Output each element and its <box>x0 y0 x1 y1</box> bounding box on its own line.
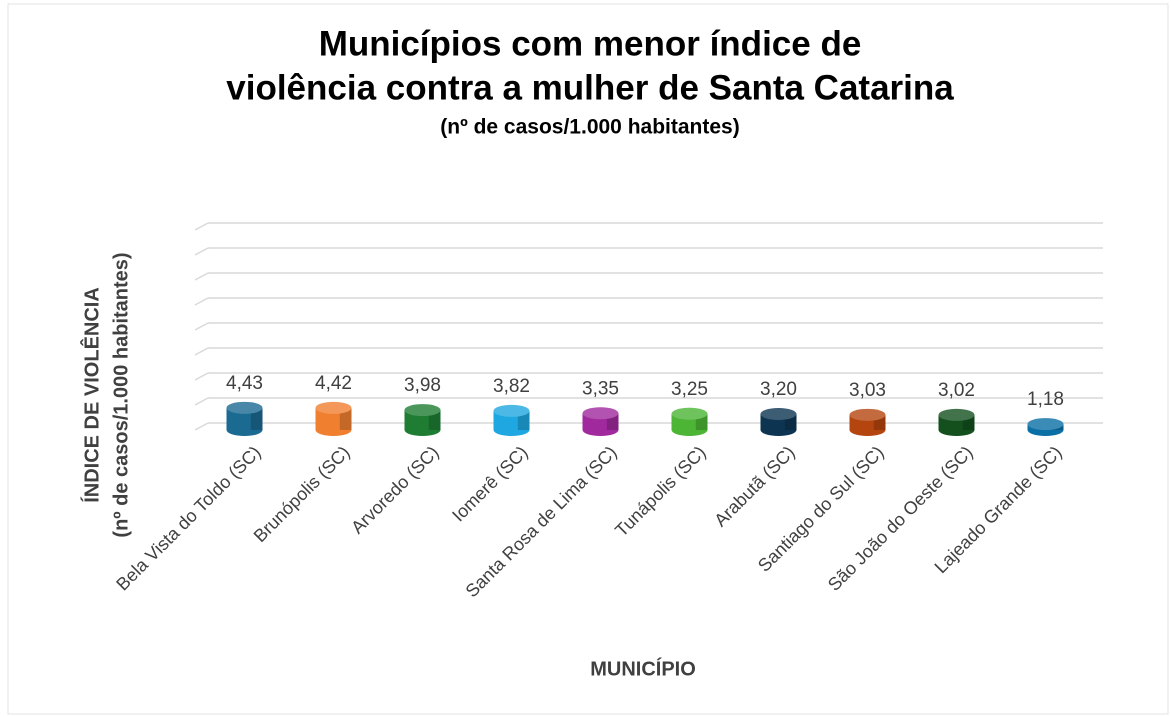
bar-top-light <box>582 407 619 420</box>
data-label: 4,42 <box>315 373 352 394</box>
bar-top-light <box>671 407 708 420</box>
x-tick-label: Brunópolis (SC) <box>250 442 354 546</box>
x-axis-title: MUNICÍPIO <box>590 657 696 680</box>
bar-top <box>760 408 797 420</box>
bar-top <box>671 407 708 420</box>
y-axis-title: (nº de casos/1.000 habitantes) <box>110 252 132 537</box>
bar-shade <box>339 407 352 430</box>
grid-line-depth <box>194 247 209 256</box>
grid-line-depth <box>194 297 209 306</box>
bar-shade <box>428 410 441 430</box>
bar-top-light <box>760 408 797 420</box>
bar-shade <box>517 410 530 430</box>
bar-top <box>404 404 441 417</box>
bar-top-light <box>493 404 530 417</box>
chart-subtitle: (nº de casos/1.000 habitantes) <box>440 116 739 139</box>
x-tick-label: Tunápolis (SC) <box>611 442 710 541</box>
bar-top-light <box>315 401 352 414</box>
grid-line-depth <box>194 372 209 381</box>
x-tick-label: Iomerê (SC) <box>448 442 531 525</box>
bar-top-light <box>404 404 441 417</box>
data-label: 1,18 <box>1027 389 1064 410</box>
bar <box>315 407 352 430</box>
bar-top <box>315 401 352 414</box>
grid-line-depth <box>194 422 209 431</box>
bar-top <box>226 401 263 414</box>
x-tick-label: Bela Vista do Toldo (SC) <box>112 442 264 594</box>
data-label: 3,35 <box>582 378 619 399</box>
data-label: 3,02 <box>938 380 975 401</box>
bar-top-light <box>1027 418 1064 431</box>
bar-shade <box>250 407 263 430</box>
bar-top-light <box>849 408 886 421</box>
bar-top-light <box>226 401 263 414</box>
bar-shade <box>873 414 886 430</box>
chart-border <box>7 3 1169 715</box>
bar-top <box>938 408 975 421</box>
grid-line-depth <box>194 347 209 356</box>
chart-title: Municípios com menor índice de <box>319 24 862 63</box>
bar-top <box>849 408 886 421</box>
grid-line-depth <box>194 397 209 406</box>
data-label: 4,43 <box>226 373 263 394</box>
data-label: 3,20 <box>760 379 797 400</box>
grid-line-depth <box>194 222 209 231</box>
x-tick-label: Santa Rosa de Lima (SC) <box>462 442 621 601</box>
grid-line-depth <box>194 322 209 331</box>
data-label: 3,82 <box>493 376 530 397</box>
bar-top <box>582 407 619 420</box>
x-tick-label: Arabutã (SC) <box>710 442 798 530</box>
bar-shade <box>606 413 619 430</box>
x-tick-label: São João do Oeste (SC) <box>824 442 977 595</box>
bar-shade <box>962 414 975 430</box>
bar-shade <box>784 414 797 430</box>
bar-top <box>1027 418 1064 431</box>
bar-top-light <box>938 408 975 421</box>
grid-line-depth <box>194 272 209 281</box>
data-label: 3,98 <box>404 375 441 396</box>
chart-title: violência contra a mulher de Santa Catar… <box>226 68 954 107</box>
bar <box>226 407 263 430</box>
bar-top <box>493 404 530 417</box>
data-label: 3,25 <box>671 379 708 400</box>
x-tick-label: Arvoredo (SC) <box>347 442 442 537</box>
data-label: 3,03 <box>849 380 886 401</box>
bar-shade <box>695 413 708 430</box>
y-axis-title: ÍNDICE DE VIOLÊNCIA <box>79 287 103 503</box>
